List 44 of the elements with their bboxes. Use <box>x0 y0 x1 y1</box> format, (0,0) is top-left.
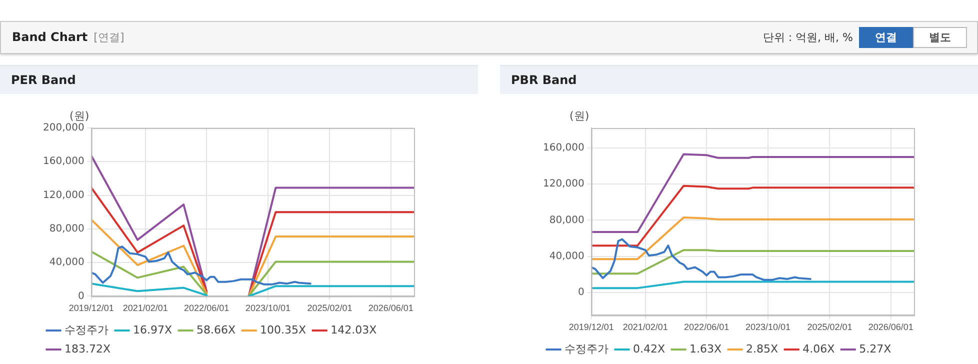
x-tick-label: 2022/06/01 <box>184 303 230 314</box>
x-tick-label: 2026/06/01 <box>868 322 914 332</box>
x-tick-label: 2019/12/01 <box>568 322 614 332</box>
legend-label: 수정주가 <box>64 323 108 336</box>
legend-label: 2.85X <box>746 342 779 356</box>
x-tick-label: 2023/10/01 <box>245 303 291 314</box>
y-tick-label: 0 <box>78 290 84 302</box>
legend-label: 수정주가 <box>564 342 608 356</box>
y-tick-label: 160,000 <box>42 156 84 168</box>
text: 연결 <box>859 27 913 48</box>
y-tick-label: 120,000 <box>42 190 84 201</box>
text: 단위 : 억원, 배, % <box>762 30 853 45</box>
y-tick-label: 40,000 <box>549 251 584 262</box>
x-tick-label: 2021/02/01 <box>122 303 168 314</box>
x-tick-label: 2026/06/01 <box>368 303 414 314</box>
legend-label: 1.63X <box>690 342 722 356</box>
text: [연결] <box>94 31 124 44</box>
y-tick-label: 0 <box>578 287 584 298</box>
x-tick-label: 2025/02/01 <box>807 322 852 332</box>
x-tick-label: 2023/10/01 <box>745 322 791 332</box>
chart-title: PBR Band <box>500 65 978 94</box>
legend-label: 100.35X <box>260 323 307 336</box>
y-tick-label: 200,000 <box>42 122 84 134</box>
y-tick-label: 120,000 <box>542 178 584 190</box>
legend-label: 5.27X <box>859 342 892 356</box>
legend-label: 16.97X <box>133 323 172 336</box>
legend-label: 183.72X <box>64 342 111 356</box>
y-axis-title: (원) <box>570 109 590 122</box>
y-axis-title: (원) <box>70 109 90 122</box>
x-tick-label: 2019/12/01 <box>68 303 114 314</box>
x-tick-label: 2022/06/01 <box>684 322 730 332</box>
y-tick-label: 160,000 <box>542 142 584 154</box>
legend-label: 4.06X <box>802 342 836 356</box>
legend-label: 142.03X <box>330 323 378 336</box>
x-tick-label: 2025/02/01 <box>307 303 352 314</box>
text: 별도 <box>913 27 967 48</box>
chart-title: PER Band <box>0 65 478 94</box>
y-tick-label: 40,000 <box>49 257 84 268</box>
legend-label: 58.66X <box>196 323 236 336</box>
y-tick-label: 80,000 <box>49 224 84 235</box>
x-tick-label: 2021/02/01 <box>622 322 668 332</box>
y-tick-label: 80,000 <box>549 214 584 226</box>
legend-label: 0.42X <box>633 342 666 356</box>
text: Band Chart <box>12 30 88 44</box>
